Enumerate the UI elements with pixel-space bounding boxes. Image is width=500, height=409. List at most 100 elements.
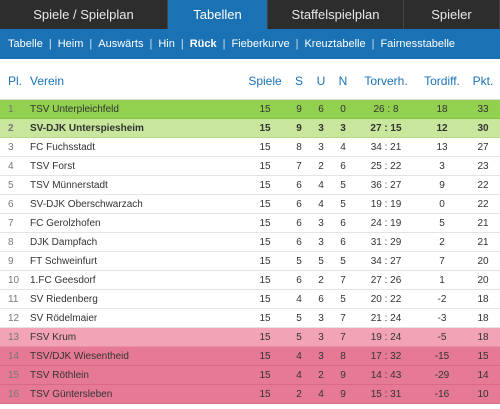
- cell-pkt: 21: [477, 217, 489, 229]
- team-name-link[interactable]: TSV Röthlein: [30, 369, 89, 381]
- table-row: 2 SV-DJK Unterspiesheim 15 9 3 3 27 : 15 12 30: [0, 119, 500, 138]
- team-name-link[interactable]: FC Fuchsstadt: [30, 141, 96, 153]
- cell-u: 3: [318, 122, 324, 134]
- cell-n: 7: [340, 274, 346, 286]
- cell-torverh: 17 : 32: [370, 350, 402, 362]
- cell-s: 5: [296, 312, 302, 324]
- cell-pl: 5: [8, 179, 14, 191]
- subnav-item-fairnesstabelle[interactable]: Fairnesstabelle: [380, 38, 456, 50]
- cell-pl: 8: [8, 236, 14, 248]
- team-name-link[interactable]: FSV Krum: [30, 331, 77, 343]
- cell-spiele: 15: [259, 388, 271, 400]
- cell-tordiff: 1: [439, 274, 445, 286]
- subnav-item-auswärts[interactable]: Auswärts: [98, 38, 144, 50]
- table-row: 8 DJK Dampfach 15 6 3 6 31 : 29 2 21: [0, 233, 500, 252]
- tab-staffelspielplan[interactable]: Staffelspielplan: [268, 0, 404, 29]
- cell-pkt: 20: [477, 274, 489, 286]
- cell-pl: 4: [8, 160, 14, 172]
- cell-tordiff: 9: [439, 179, 445, 191]
- cell-torverh: 24 : 19: [370, 217, 402, 229]
- tab-spiele-spielplan[interactable]: Spiele / Spielplan: [0, 0, 168, 29]
- cell-pkt: 20: [477, 255, 489, 267]
- team-name-link[interactable]: SV Rödelmaier: [30, 312, 98, 324]
- cell-pl: 13: [8, 331, 20, 343]
- subnav-separator: |: [89, 38, 93, 50]
- table-row: 13 FSV Krum 15 5 3 7 19 : 24 -5 18: [0, 328, 500, 347]
- cell-pl: 16: [8, 388, 20, 400]
- cell-torverh: 25 : 22: [370, 160, 402, 172]
- team-name-link[interactable]: TSV Münnerstadt: [30, 179, 108, 191]
- team-name-link[interactable]: FT Schweinfurt: [30, 255, 98, 267]
- table-header-row: Pl. Verein Spiele S U N Torverh. Tordiff…: [0, 63, 500, 100]
- team-name-link[interactable]: SV Riedenberg: [30, 293, 98, 305]
- cell-spiele: 15: [259, 236, 271, 248]
- subnav-item-heim[interactable]: Heim: [57, 38, 84, 50]
- table-row: 3 FC Fuchsstadt 15 8 3 4 34 : 21 13 27: [0, 138, 500, 157]
- subnav-separator: |: [295, 38, 299, 50]
- table-row: 15 TSV Röthlein 15 4 2 9 14 : 43 -29 14: [0, 366, 500, 385]
- team-name-link[interactable]: TSV/DJK Wiesentheid: [30, 350, 129, 362]
- cell-pkt: 18: [477, 312, 489, 324]
- cell-spiele: 15: [259, 141, 271, 153]
- cell-s: 6: [296, 236, 302, 248]
- cell-pl: 14: [8, 350, 20, 362]
- cell-pl: 15: [8, 369, 20, 381]
- subnav-item-tabelle[interactable]: Tabelle: [8, 38, 43, 50]
- cell-torverh: 20 : 22: [370, 293, 402, 305]
- subnav-separator: |: [149, 38, 153, 50]
- table-row: 9 FT Schweinfurt 15 5 5 5 34 : 27 7 20: [0, 252, 500, 271]
- cell-n: 0: [340, 103, 346, 115]
- subnav-item-rück[interactable]: Rück: [189, 38, 217, 50]
- table-row: 1 TSV Unterpleichfeld 15 9 6 0 26 : 8 18 33: [0, 100, 500, 119]
- cell-n: 6: [340, 160, 346, 172]
- cell-n: 7: [340, 312, 346, 324]
- table-row: 5 TSV Münnerstadt 15 6 4 5 36 : 27 9 22: [0, 176, 500, 195]
- tab-spieler[interactable]: Spieler: [404, 0, 500, 29]
- cell-pkt: 10: [477, 388, 489, 400]
- cell-tordiff: -3: [437, 312, 447, 324]
- subnav-item-kreuztabelle[interactable]: Kreuztabelle: [304, 38, 366, 50]
- cell-u: 2: [318, 274, 324, 286]
- cell-u: 6: [318, 103, 324, 115]
- cell-s: 5: [296, 255, 302, 267]
- cell-tordiff: -29: [434, 369, 450, 381]
- table-body: 1 TSV Unterpleichfeld 15 9 6 0 26 : 8 18 33 2 SV-D…: [0, 100, 500, 404]
- table-row: 12 SV Rödelmaier 15 5 3 7 21 : 24 -3 18: [0, 309, 500, 328]
- team-name-link[interactable]: TSV Forst: [30, 160, 76, 172]
- cell-u: 2: [318, 160, 324, 172]
- cell-pl: 3: [8, 141, 14, 153]
- subnav-item-hin[interactable]: Hin: [158, 38, 175, 50]
- cell-spiele: 15: [259, 103, 271, 115]
- header-u: U: [316, 74, 326, 88]
- cell-u: 4: [318, 179, 324, 191]
- cell-tordiff: 3: [439, 160, 445, 172]
- cell-tordiff: 13: [436, 141, 448, 153]
- subnav-item-fieberkurve[interactable]: Fieberkurve: [231, 38, 290, 50]
- table-row: 10 1.FC Geesdorf 15 6 2 7 27 : 26 1 20: [0, 271, 500, 290]
- team-name-link[interactable]: TSV Unterpleichfeld: [30, 103, 119, 115]
- team-name-link[interactable]: DJK Dampfach: [30, 236, 98, 248]
- table-row: 11 SV Riedenberg 15 4 6 5 20 : 22 -2 18: [0, 290, 500, 309]
- cell-pkt: 21: [477, 236, 489, 248]
- cell-tordiff: -2: [437, 293, 447, 305]
- team-name-link[interactable]: TSV Güntersleben: [30, 388, 113, 400]
- team-name-link[interactable]: SV-DJK Oberschwarzach: [30, 198, 143, 210]
- cell-pkt: 15: [477, 350, 489, 362]
- cell-torverh: 19 : 19: [370, 198, 402, 210]
- team-name-link[interactable]: FC Gerolzhofen: [30, 217, 101, 229]
- cell-torverh: 27 : 26: [370, 274, 402, 286]
- cell-s: 9: [296, 122, 302, 134]
- cell-pl: 11: [8, 293, 19, 305]
- cell-torverh: 36 : 27: [370, 179, 402, 191]
- cell-spiele: 15: [259, 122, 271, 134]
- cell-pkt: 22: [477, 179, 489, 191]
- tab-tabellen[interactable]: Tabellen: [168, 0, 268, 29]
- team-name-link[interactable]: 1.FC Geesdorf: [30, 274, 96, 286]
- cell-s: 4: [296, 350, 302, 362]
- cell-spiele: 15: [259, 293, 271, 305]
- cell-u: 2: [318, 369, 324, 381]
- cell-n: 7: [340, 331, 346, 343]
- team-name-link[interactable]: SV-DJK Unterspiesheim: [30, 122, 144, 134]
- cell-u: 5: [318, 255, 324, 267]
- cell-tordiff: 18: [436, 103, 448, 115]
